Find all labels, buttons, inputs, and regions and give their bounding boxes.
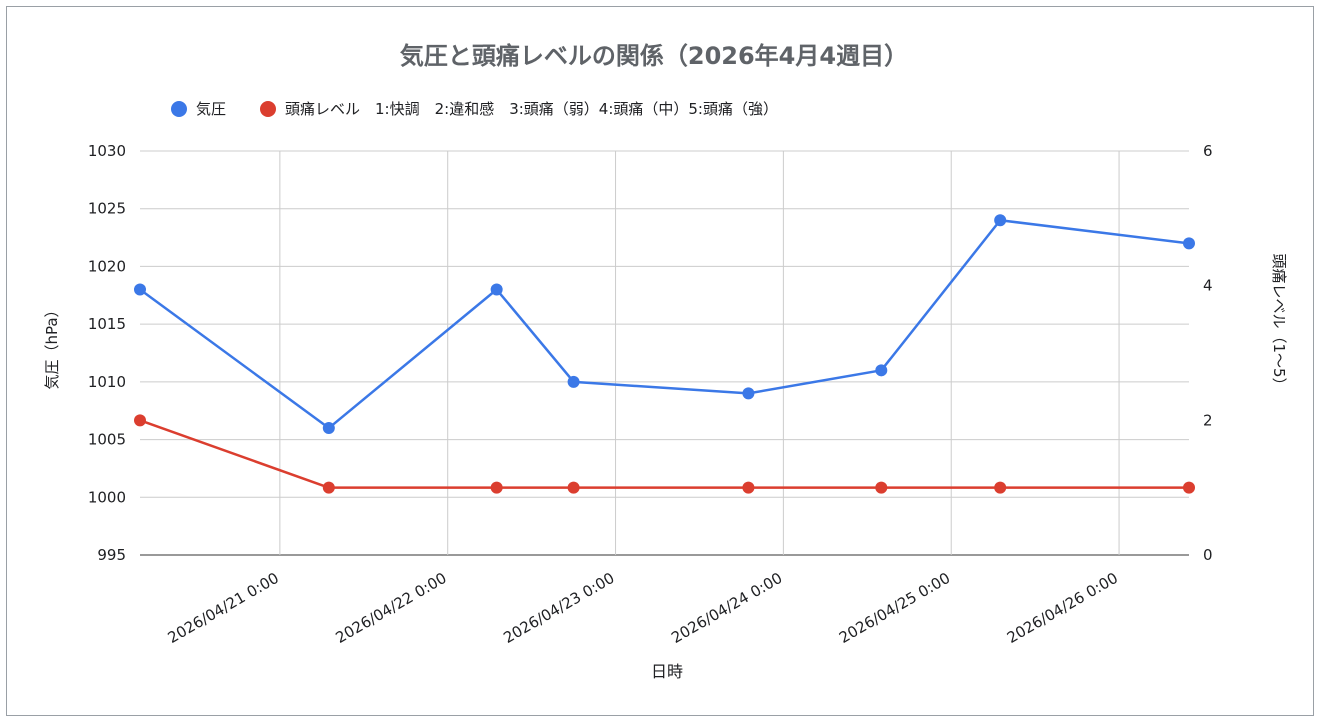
data-point-1 — [322, 481, 335, 494]
x-tick-label: 2026/04/21 0:00 — [165, 569, 282, 647]
legend: 気圧 頭痛レベル 1:快調 2:違和感 3:頭痛（弱）4:頭痛（中）5:頭痛（強… — [171, 100, 778, 118]
y2-axis-title: 頭痛レベル（1〜5） — [1270, 253, 1288, 392]
chart-title: 気圧と頭痛レベルの関係（2026年4月4週目） — [400, 42, 908, 70]
data-point-0 — [322, 422, 335, 435]
y-tick-label: 995 — [97, 546, 126, 564]
y-axis-ticks: 995 1000 1005 1010 1015 1020 1025 1030 — [88, 142, 126, 564]
legend-label-headache: 頭痛レベル 1:快調 2:違和感 3:頭痛（弱）4:頭痛（中）5:頭痛（強） — [285, 100, 778, 118]
data-point-0 — [742, 387, 755, 400]
y-tick-label: 1020 — [88, 257, 126, 275]
x-tick-label: 2026/04/25 0:00 — [836, 569, 953, 647]
data-point-1 — [875, 481, 888, 494]
y-tick-label: 1010 — [88, 373, 126, 391]
series-line-1 — [139, 419, 1189, 489]
y-axis-title: 気圧（hPa） — [43, 302, 61, 389]
x-axis-ticks: 2026/04/21 0:00 2026/04/22 0:00 2026/04/23… — [165, 569, 1121, 647]
data-point-1 — [994, 481, 1007, 494]
y-tick-label: 1005 — [88, 431, 126, 449]
data-point-0 — [1183, 237, 1195, 250]
series-layer — [134, 214, 1195, 494]
gridlines — [140, 150, 1189, 556]
data-point-1 — [567, 481, 580, 494]
y-tick-label: 1025 — [88, 200, 126, 218]
x-tick-label: 2026/04/26 0:00 — [1004, 569, 1121, 647]
legend-label-pressure: 気圧 — [196, 100, 226, 118]
data-point-1 — [742, 481, 755, 494]
data-point-1 — [490, 481, 503, 494]
data-point-0 — [567, 375, 580, 388]
y-tick-label: 1000 — [88, 488, 126, 506]
x-tick-label: 2026/04/23 0:00 — [500, 569, 617, 647]
data-point-1 — [134, 414, 146, 427]
y2-tick-label: 2 — [1203, 411, 1213, 429]
data-point-0 — [994, 214, 1007, 227]
y-tick-label: 1015 — [88, 315, 126, 333]
chart-card[interactable]: 気圧と頭痛レベルの関係（2026年4月4週目） 気圧 頭痛レベル 1:快調 2:… — [6, 6, 1314, 716]
data-point-0 — [490, 283, 503, 296]
y2-tick-label: 6 — [1203, 142, 1213, 160]
data-point-0 — [875, 364, 888, 377]
series-line-0 — [139, 219, 1190, 430]
data-point-1 — [1183, 481, 1195, 494]
data-point-0 — [134, 283, 146, 296]
y-tick-label: 1030 — [88, 142, 126, 160]
chart-svg: 気圧と頭痛レベルの関係（2026年4月4週目） 気圧 頭痛レベル 1:快調 2:… — [43, 42, 1288, 681]
x-tick-label: 2026/04/22 0:00 — [333, 569, 450, 647]
y2-tick-label: 4 — [1203, 277, 1213, 295]
x-tick-label: 2026/04/24 0:00 — [668, 569, 785, 647]
x-axis-title: 日時 — [651, 662, 683, 681]
legend-marker-pressure — [171, 101, 187, 117]
legend-marker-headache — [260, 101, 276, 117]
y2-tick-label: 0 — [1203, 546, 1213, 564]
y2-axis-ticks: 0 2 4 6 — [1203, 142, 1213, 564]
